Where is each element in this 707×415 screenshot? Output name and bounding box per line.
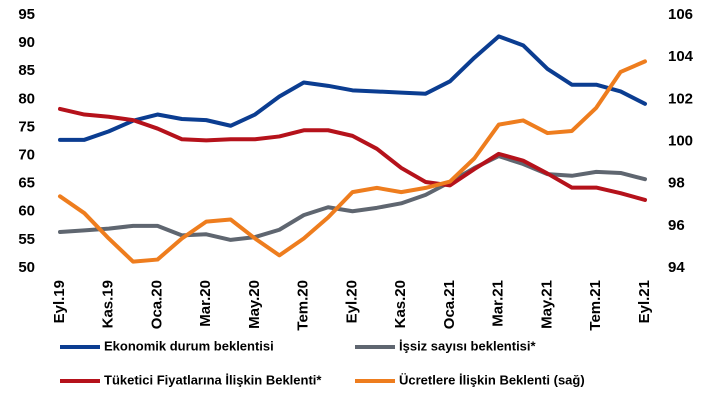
y-tick-label: 85 bbox=[18, 62, 35, 79]
y-tick-label: 95 bbox=[18, 6, 35, 23]
x-tick-label: Oca.21 bbox=[441, 280, 458, 329]
y-tick-label: 70 bbox=[18, 147, 35, 164]
y2-tick-label: 102 bbox=[668, 90, 693, 107]
x-tick-label: Mar.21 bbox=[490, 280, 507, 327]
x-tick-label: Oca.20 bbox=[148, 280, 165, 329]
y2-tick-label: 94 bbox=[668, 259, 685, 276]
x-tick-label: Eyl.19 bbox=[51, 280, 68, 323]
legend-label: Ekonomik durum beklentisi bbox=[104, 338, 274, 353]
legend-label: Ücretlere İlişkin Beklenti (sağ) bbox=[399, 372, 585, 387]
y-tick-label: 80 bbox=[18, 90, 35, 107]
x-tick-label: Mar.20 bbox=[197, 280, 214, 327]
y-tick-label: 60 bbox=[18, 203, 35, 220]
x-tick-label: May.20 bbox=[246, 280, 263, 329]
legend-label: Tüketici Fiyatlarına İlişkin Beklenti* bbox=[104, 372, 322, 387]
y-tick-label: 75 bbox=[18, 118, 35, 135]
series-line bbox=[58, 59, 647, 264]
y-tick-label: 50 bbox=[18, 259, 35, 276]
y-tick-label: 90 bbox=[18, 34, 35, 51]
x-tick-label: Eyl.21 bbox=[636, 280, 653, 323]
y2-tick-label: 98 bbox=[668, 175, 685, 192]
series-line bbox=[58, 34, 647, 142]
y2-tick-label: 104 bbox=[668, 48, 694, 65]
series-line bbox=[58, 154, 647, 242]
x-tick-label: Eyl.20 bbox=[343, 280, 360, 323]
x-tick-label: Tem.20 bbox=[295, 280, 312, 331]
y2-tick-label: 96 bbox=[668, 217, 685, 234]
y2-tick-label: 106 bbox=[668, 6, 693, 23]
y-tick-label: 65 bbox=[18, 175, 35, 192]
x-tick-label: Kas.19 bbox=[100, 280, 117, 328]
y2-tick-label: 100 bbox=[668, 132, 693, 149]
x-tick-label: Kas.20 bbox=[392, 280, 409, 328]
x-tick-label: Tem.21 bbox=[587, 280, 604, 331]
legend-label: İşsiz sayısı beklentisi* bbox=[399, 338, 537, 353]
y-tick-label: 55 bbox=[18, 231, 35, 248]
series-line bbox=[58, 106, 647, 202]
x-tick-label: May.21 bbox=[538, 280, 555, 329]
